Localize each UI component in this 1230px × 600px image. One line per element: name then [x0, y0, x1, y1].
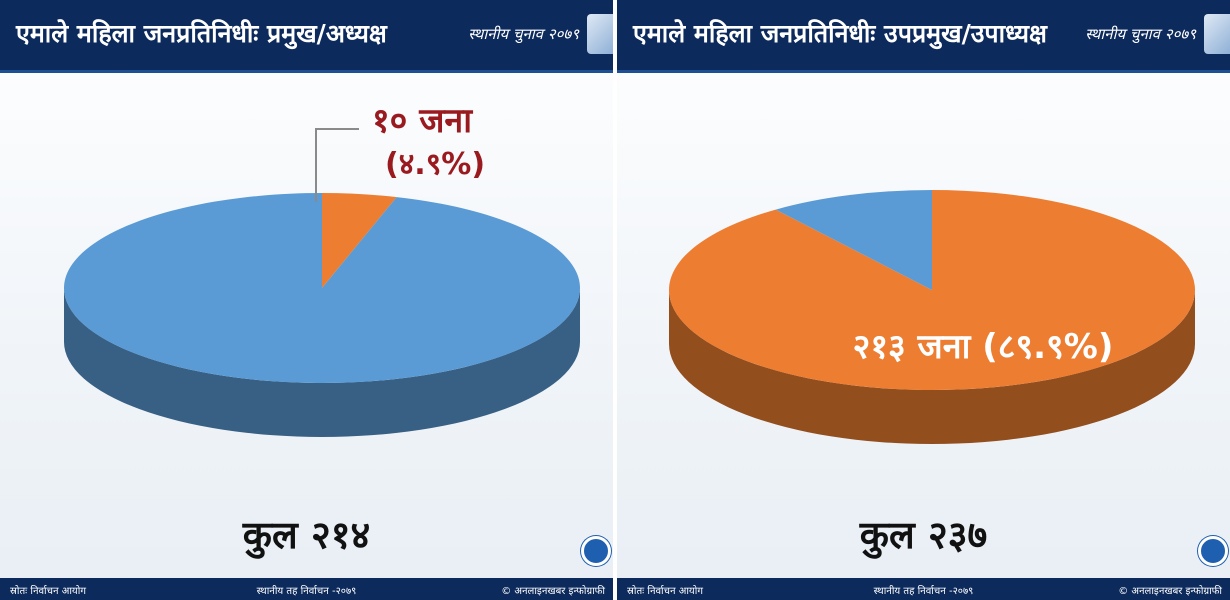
footer-credit: © अनलाइनखबर इन्फोग्राफी [1118, 586, 1222, 597]
onlinekhabar-logo-icon [1198, 536, 1228, 566]
pie-slice-side [64, 288, 580, 437]
pie-slice [322, 193, 397, 288]
callout-leader-line [315, 128, 359, 202]
chart-title: एमाले महिला जनप्रतिनिधीः प्रमुख/अध्यक्ष [16, 19, 387, 48]
pie-slice [63, 192, 580, 383]
election-badge: स्थानीय चुनाव २०७९ [468, 25, 579, 43]
ballot-box-icon [587, 14, 613, 54]
footer-source: स्रोतः निर्वाचन आयोग [10, 586, 86, 597]
callout-count: १० जना [372, 101, 473, 141]
footer-credit: © अनलाइनखबर इन्फोग्राफी [501, 586, 605, 597]
panel-divider [613, 0, 617, 600]
pie-slice [775, 190, 932, 290]
total-count: कुल २३७ [859, 513, 988, 557]
pie-chart-left [63, 192, 580, 437]
footer-source: स्रोतः निर्वाचन आयोग [627, 586, 703, 597]
footer-bar: स्रोतः निर्वाचन आयोग स्थानीय तह निर्वाचन… [0, 578, 613, 600]
header-bar: एमाले महिला जनप्रतिनिधीः प्रमुख/अध्यक्ष … [0, 0, 613, 73]
chart-title: एमाले महिला जनप्रतिनिधीः उपप्रमुख/उपाध्य… [633, 19, 1047, 48]
election-badge: स्थानीय चुनाव २०७९ [1085, 25, 1196, 43]
pie-chart-right [669, 190, 1195, 444]
header-bar: एमाले महिला जनप्रतिनिधीः उपप्रमुख/उपाध्य… [617, 0, 1230, 73]
chart-panel-left: एमाले महिला जनप्रतिनिधीः प्रमुख/अध्यक्ष … [0, 0, 613, 600]
footer-center: स्थानीय तह निर्वाचन -२०७९ [256, 586, 357, 597]
callout-percent: (४.९%) [385, 147, 486, 182]
total-count: कुल २१४ [242, 513, 371, 557]
footer-bar: स्रोतः निर्वाचन आयोग स्थानीय तह निर्वाचन… [617, 578, 1230, 600]
chart-panel-right: एमाले महिला जनप्रतिनिधीः उपप्रमुख/उपाध्य… [617, 0, 1230, 600]
footer-center: स्थानीय तह निर्वाचन -२०७९ [873, 586, 974, 597]
slice-data-label: २१३ जना (८९.९%) [852, 327, 1114, 367]
pie-slice-side [669, 290, 1195, 444]
ballot-box-icon [1204, 14, 1230, 54]
onlinekhabar-logo-icon [581, 536, 611, 566]
